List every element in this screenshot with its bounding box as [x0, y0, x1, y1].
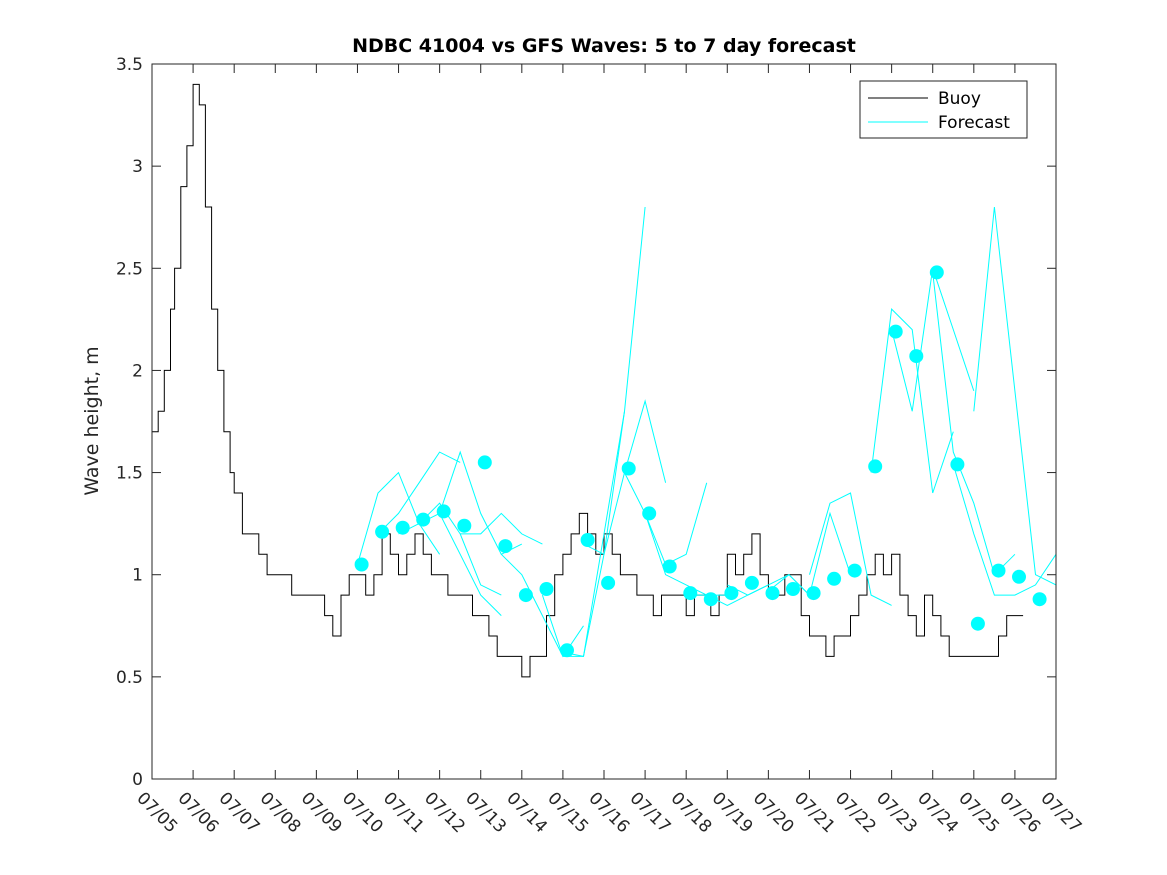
forecast-marker	[560, 643, 574, 658]
series-forecast-line-2	[398, 512, 502, 616]
forecast-marker	[868, 459, 883, 474]
forecast-marker	[539, 582, 554, 596]
forecast-marker	[765, 586, 780, 601]
forecast-marker	[518, 588, 533, 603]
y-tick-label: 2	[132, 361, 143, 381]
forecast-marker	[786, 582, 800, 596]
forecast-marker	[416, 512, 431, 527]
forecast-marker	[354, 557, 369, 572]
forecast-marker	[703, 592, 718, 607]
series-forecast-line-20	[973, 206, 1057, 586]
forecast-marker	[806, 586, 821, 601]
y-tick-label: 3	[132, 157, 143, 177]
forecast-marker	[909, 349, 924, 364]
series-forecast-line-16	[870, 308, 954, 494]
plot-frame	[151, 63, 1057, 780]
y-tick-label: 0.5	[116, 668, 143, 688]
forecast-marker	[642, 506, 657, 521]
forecast-marker	[580, 533, 595, 547]
forecast-marker	[888, 324, 903, 339]
legend-buoy-label: Buoy	[938, 89, 981, 109]
forecast-marker	[827, 571, 842, 586]
series-forecast-line-0	[357, 471, 441, 565]
forecast-marker	[457, 518, 472, 533]
chart-title: NDBC 41004 vs GFS Waves: 5 to 7 day fore…	[352, 35, 856, 57]
forecast-marker	[498, 539, 513, 554]
y-tick-label: 0	[132, 770, 143, 790]
forecast-marker	[375, 524, 390, 539]
forecast-marker	[847, 563, 862, 578]
y-tick-label: 2.5	[116, 259, 143, 279]
y-tick-label: 1	[132, 566, 143, 586]
series-forecast-line-5	[460, 512, 543, 545]
forecast-marker	[970, 616, 985, 631]
forecast-marker	[395, 520, 410, 535]
forecast-marker	[724, 586, 739, 601]
legend: Buoy Forecast	[859, 80, 1028, 139]
series-buoy-line	[152, 83, 1024, 678]
forecast-marker	[1012, 569, 1026, 584]
forecast-marker	[683, 586, 698, 601]
forecast-marker	[950, 457, 965, 472]
y-tick-label: 1.5	[116, 464, 143, 484]
legend-box	[859, 80, 1028, 139]
series-forecast-line-15	[809, 492, 892, 606]
legend-forecast-label: Forecast	[938, 113, 1010, 133]
series-forecast-line-19	[952, 464, 1057, 596]
y-axis-title: Wave height, m	[81, 346, 103, 495]
forecast-marker	[601, 575, 616, 590]
series-forecast-line-8	[562, 206, 646, 657]
series-forecast-line-1	[377, 451, 461, 535]
forecast-marker	[929, 265, 944, 280]
forecast-marker	[621, 461, 636, 476]
forecast-marker	[436, 504, 451, 519]
y-tick-label: 3.5	[116, 55, 143, 75]
forecast-marker	[477, 455, 492, 470]
forecast-marker	[991, 563, 1006, 578]
forecast-marker	[662, 559, 677, 574]
plot-area	[152, 83, 1057, 678]
forecast-marker	[744, 575, 759, 590]
forecast-marker	[1032, 592, 1047, 607]
